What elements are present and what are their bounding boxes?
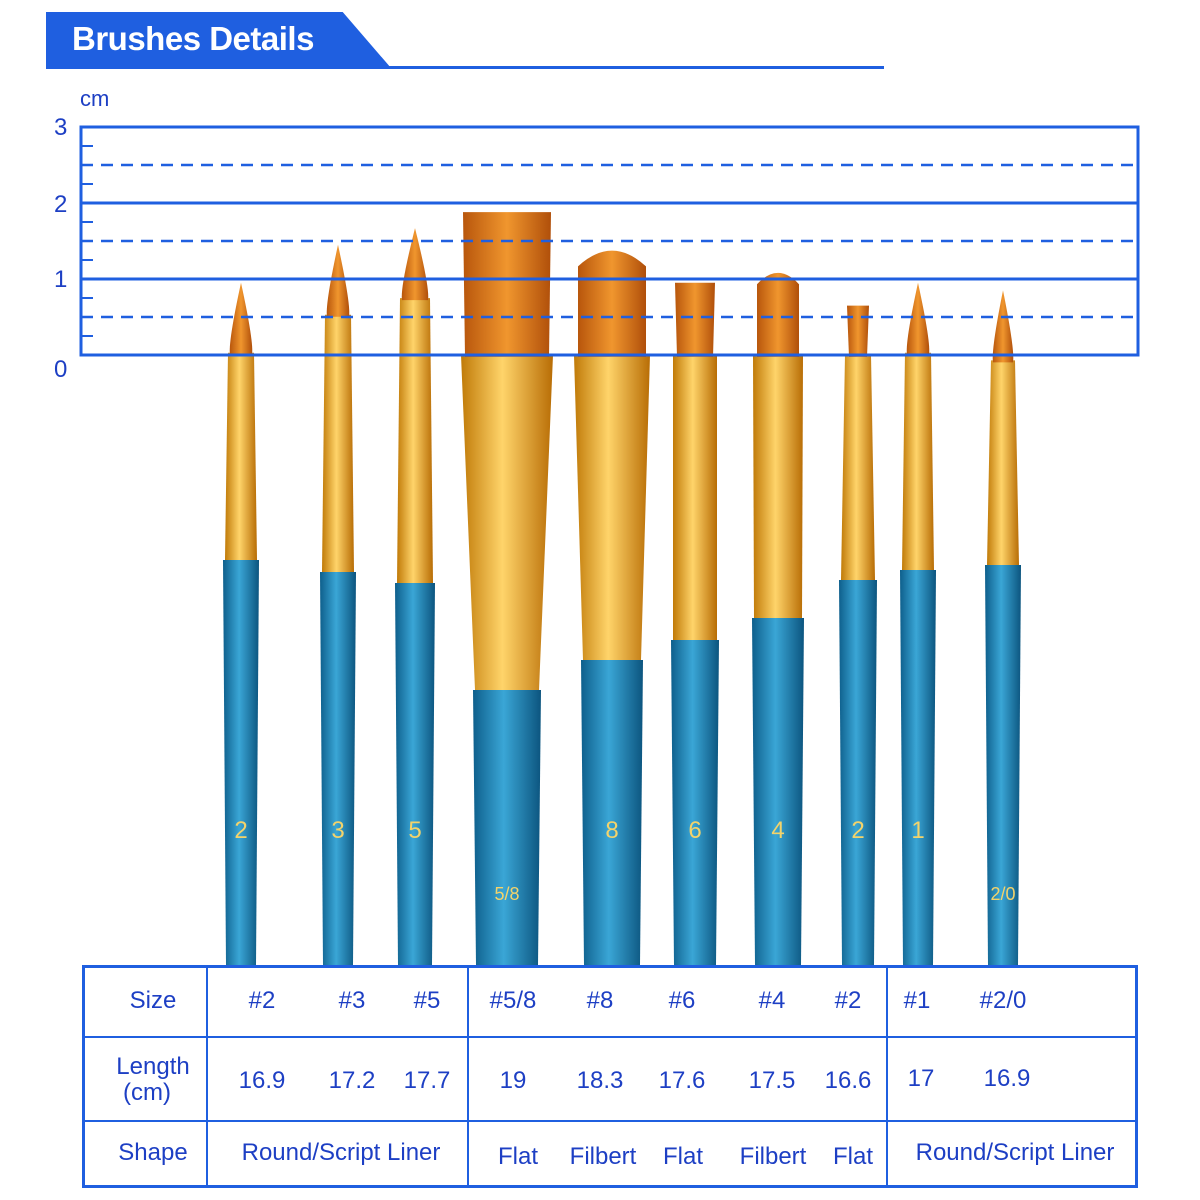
brush-ferrule xyxy=(322,314,354,572)
brush-handle-label: 2 xyxy=(851,817,864,844)
brush-handle xyxy=(320,572,356,965)
brush-bristles xyxy=(906,282,930,355)
brush-ferrule xyxy=(987,360,1019,565)
row-label-length: Length xyxy=(116,1053,190,1080)
brush-ferrule xyxy=(461,355,553,690)
title-banner xyxy=(46,12,391,68)
brush-handle-label: 2 xyxy=(234,817,247,844)
length-cell: 17.6 xyxy=(658,1067,706,1094)
length-cell: 17 xyxy=(907,1065,935,1092)
brush: 2/0 xyxy=(985,290,1021,965)
brush-bristles xyxy=(326,244,350,317)
brush: 2 xyxy=(223,282,259,965)
brush: 8 xyxy=(574,250,650,965)
page-title: Brushes Details xyxy=(72,20,314,57)
size-cell: #5/8 xyxy=(489,987,537,1014)
shape-cell: Filbert xyxy=(739,1143,807,1170)
brush-handle xyxy=(752,618,804,965)
brush-handle xyxy=(839,580,877,965)
brush-handle xyxy=(395,583,435,965)
length-cell: 16.9 xyxy=(983,1065,1031,1092)
brush-handle xyxy=(223,560,259,965)
size-cell: #3 xyxy=(338,987,366,1014)
brush-handle xyxy=(985,565,1021,965)
brush-handle xyxy=(671,640,719,965)
brush: 4 xyxy=(752,272,804,965)
brush-bristles xyxy=(401,228,429,301)
brush: 3 xyxy=(320,244,356,965)
size-cell: #2 xyxy=(834,987,862,1014)
brush-handle-label: 4 xyxy=(771,817,784,844)
brush-ferrule xyxy=(673,355,717,640)
size-cell: #2/0 xyxy=(979,987,1027,1014)
row-label-size: Size xyxy=(129,987,177,1014)
brush: 5/8 xyxy=(461,212,553,965)
ruler-tick-1: 1 xyxy=(54,266,68,293)
table-divider xyxy=(467,968,469,1185)
brush-ferrule xyxy=(574,355,650,660)
brush-handle xyxy=(473,690,541,965)
shape-cell: Flat xyxy=(497,1143,539,1170)
shape-cell: Filbert xyxy=(569,1143,637,1170)
row-label-length-unit: (cm) xyxy=(123,1079,171,1106)
brush: 1 xyxy=(900,282,936,965)
shape-cell: Flat xyxy=(662,1143,704,1170)
length-cell: 16.9 xyxy=(238,1067,286,1094)
brush-handle-label: 1 xyxy=(911,817,924,844)
brush-ferrule xyxy=(902,352,934,570)
brush-bristles xyxy=(992,290,1014,363)
table-divider xyxy=(206,968,208,1185)
brush-bristles xyxy=(847,305,869,357)
brush: 2 xyxy=(839,305,877,965)
ruler-unit: cm xyxy=(80,86,110,111)
brush-handle-label: 5/8 xyxy=(494,884,519,904)
brush: 5 xyxy=(395,228,435,965)
table-divider xyxy=(85,1036,1135,1038)
length-cell: 18.3 xyxy=(576,1067,624,1094)
brush: 6 xyxy=(671,282,719,965)
brush-bristles xyxy=(463,212,551,357)
brush-bristles xyxy=(578,250,646,357)
table-divider xyxy=(85,1120,1135,1122)
brush-illustration: 2 3 5 5/8 8 6 4 2 1 2/0 xyxy=(79,125,1140,965)
brush-handle-label: 6 xyxy=(688,817,701,844)
brush-handle-label: 3 xyxy=(331,817,344,844)
brush-handle xyxy=(900,570,936,965)
table-divider xyxy=(886,968,888,1185)
brush-spec-table: Size Length (cm) Shape Round/Script Line… xyxy=(82,965,1138,1188)
brush-handle-label: 5 xyxy=(408,817,421,844)
ruler-tick-2: 2 xyxy=(54,191,68,218)
row-label-shape: Shape xyxy=(118,1139,188,1166)
shape-cell: Flat xyxy=(832,1143,874,1170)
size-cell: #5 xyxy=(413,987,441,1014)
length-cell: 17.5 xyxy=(748,1067,796,1094)
brush-handle-label: 2/0 xyxy=(990,884,1015,904)
length-cell: 17.2 xyxy=(328,1067,376,1094)
brush-handle xyxy=(581,660,643,965)
brush-bristles xyxy=(757,272,799,357)
size-cell: #8 xyxy=(586,987,614,1014)
ruler-tick-3: 3 xyxy=(54,114,68,141)
shape-cell: Round/Script Liner xyxy=(241,1139,441,1166)
brush-bristles xyxy=(675,282,715,357)
brush-ferrule xyxy=(397,298,433,583)
title-underline xyxy=(46,66,884,69)
size-cell: #2 xyxy=(248,987,276,1014)
brush-ferrule xyxy=(753,355,803,618)
length-cell: 16.6 xyxy=(824,1067,872,1094)
length-cell: 17.7 xyxy=(403,1067,451,1094)
brush-handle-label: 8 xyxy=(605,817,618,844)
brush-ferrule xyxy=(841,355,875,580)
shape-cell: Round/Script Liner xyxy=(915,1139,1115,1166)
brush-bristles xyxy=(229,282,253,355)
ruler-tick-0: 0 xyxy=(54,356,68,383)
size-cell: #4 xyxy=(758,987,786,1014)
size-cell: #6 xyxy=(668,987,696,1014)
size-cell: #1 xyxy=(903,987,931,1014)
brush-ferrule xyxy=(225,352,257,560)
length-cell: 19 xyxy=(499,1067,527,1094)
